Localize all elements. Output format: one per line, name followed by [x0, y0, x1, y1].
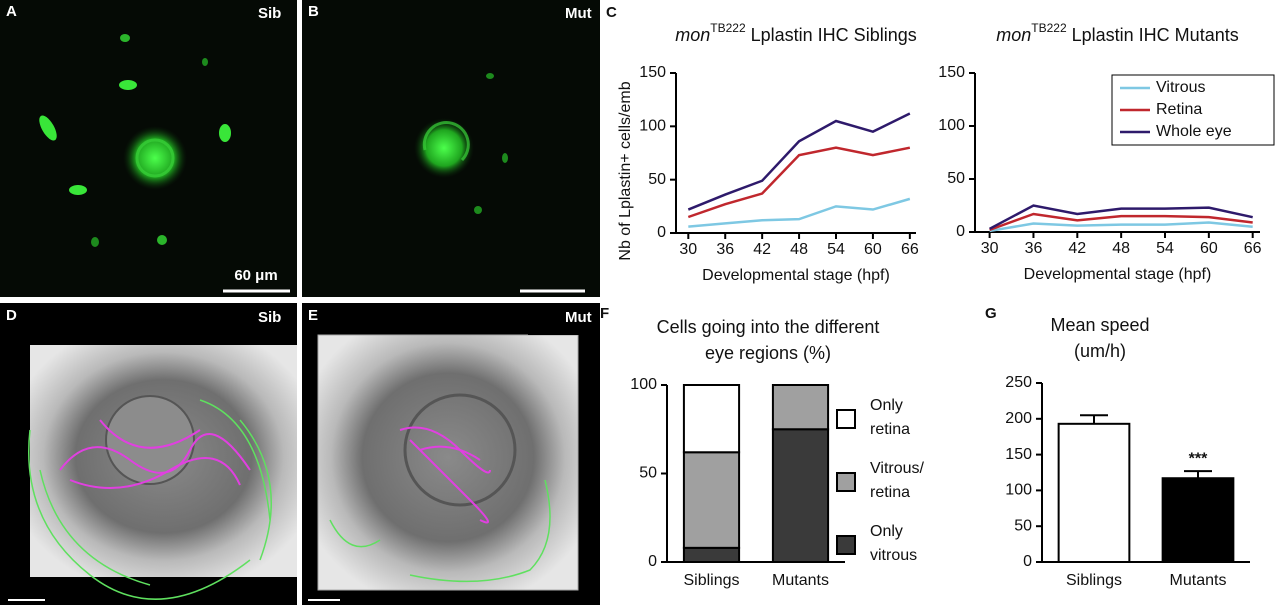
panel-label: E [308, 307, 318, 324]
image-tag: Mut [565, 309, 592, 326]
image-tag: Sib [258, 5, 281, 22]
panel-label: G [985, 305, 997, 322]
title-superscript: TB222 [1031, 21, 1067, 35]
bar-segment [771, 384, 830, 431]
y-tick-label: 200 [1005, 410, 1032, 427]
y-tick-label: 50 [947, 170, 965, 187]
image-panel-a [0, 0, 297, 297]
bar [1057, 422, 1131, 564]
y-tick-label: 0 [657, 224, 666, 241]
series-line [989, 221, 1253, 233]
image-panel-e [302, 303, 600, 605]
y-tick-label: 0 [956, 223, 965, 240]
y-tick-label: 150 [639, 64, 666, 81]
y-tick-label: 150 [1005, 446, 1032, 463]
x-tick-label: 30 [981, 240, 999, 257]
x-tick-label: 54 [1156, 240, 1174, 257]
legend-swatch [836, 535, 856, 555]
x-tick-label: 48 [790, 241, 808, 258]
title-text: Lplastin IHC Mutants [1067, 25, 1239, 45]
panel-label: B [308, 3, 319, 20]
y-axis-label: Nb of Lplastin+ cells/emb [617, 81, 634, 260]
series-line [687, 146, 911, 219]
bar-segment [682, 546, 741, 564]
x-tick-label: 36 [1025, 240, 1043, 257]
panel-label: A [6, 3, 17, 20]
chart-title: monTB222 Lplastin IHC Siblings [675, 21, 916, 45]
y-tick-label: 0 [1023, 553, 1032, 570]
image-tag: Sib [258, 309, 281, 326]
x-tick-label: 60 [864, 241, 882, 258]
y-tick-label: 100 [938, 117, 965, 134]
y-tick-label: 50 [639, 465, 657, 482]
x-tick-label: 66 [901, 241, 919, 258]
x-tick-label: Siblings [1066, 572, 1122, 589]
y-tick-label: 150 [938, 64, 965, 81]
y-tick-label: 250 [1005, 374, 1032, 391]
x-tick-label: 36 [716, 241, 734, 258]
x-tick-label: 66 [1244, 240, 1262, 257]
image-panel-b [302, 0, 600, 297]
legend-label: Vitrous/retina [870, 460, 925, 501]
series-line [688, 197, 911, 228]
bar-segment [682, 451, 741, 549]
x-tick-label: 60 [1200, 240, 1218, 257]
legend-label: Whole eye [1156, 123, 1232, 140]
series-line [989, 204, 1253, 230]
y-tick-label: 100 [630, 376, 657, 393]
chart-title: Mean speed (um/h) [1050, 315, 1149, 361]
title-superscript: TB222 [710, 21, 746, 35]
image-panel-d [0, 303, 297, 605]
chart-title: Cells going into the different eye region… [657, 317, 880, 363]
y-tick-label: 50 [1014, 517, 1032, 534]
chart-title: monTB222 Lplastin IHC Mutants [996, 21, 1238, 45]
series-line [687, 112, 911, 211]
panel-label: D [6, 307, 17, 324]
title-italic: mon [996, 25, 1031, 45]
title-italic: mon [675, 25, 710, 45]
x-tick-label: Mutants [772, 572, 829, 589]
legend-label: Vitrous [1156, 79, 1206, 96]
legend-swatch [836, 472, 856, 492]
scale-bar-label: 60 μm [234, 267, 277, 284]
x-tick-label: 42 [753, 241, 771, 258]
bar-segment [771, 428, 830, 563]
y-tick-label: 0 [648, 553, 657, 570]
y-tick-label: 100 [1005, 482, 1032, 499]
x-axis-label: Developmental stage (hpf) [1024, 266, 1212, 283]
legend-label: Only vitrous [870, 523, 917, 564]
legend-label: Only retina [870, 397, 910, 438]
bar-segment [682, 384, 741, 454]
annotation: *** [1189, 450, 1208, 467]
y-tick-label: 100 [639, 118, 666, 135]
x-tick-label: 42 [1068, 240, 1086, 257]
x-tick-label: 30 [679, 241, 697, 258]
series-line [989, 212, 1253, 232]
x-axis-label: Developmental stage (hpf) [702, 267, 890, 284]
panel-label: C [606, 4, 617, 21]
legend-swatch [836, 409, 856, 429]
x-tick-label: 48 [1112, 240, 1130, 257]
panel-label: F [600, 305, 609, 322]
x-tick-label: Mutants [1170, 572, 1227, 589]
x-tick-label: 54 [827, 241, 845, 258]
y-tick-label: 50 [648, 171, 666, 188]
image-tag: Mut [565, 5, 592, 22]
title-text: Lplastin IHC Siblings [746, 25, 917, 45]
x-tick-label: Siblings [683, 572, 739, 589]
bar [1161, 477, 1235, 563]
legend-label: Retina [1156, 101, 1202, 118]
